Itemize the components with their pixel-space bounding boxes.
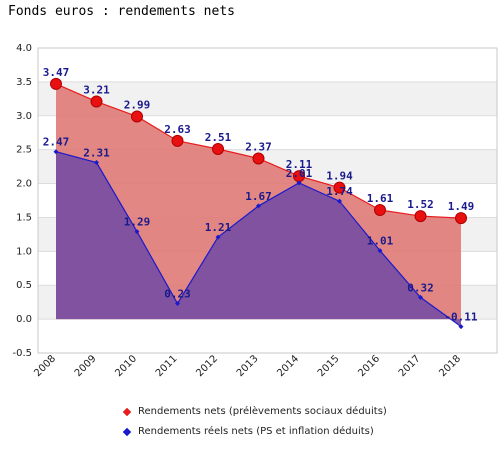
x-tick-label: 2018	[437, 353, 463, 379]
series-reels-point	[256, 203, 261, 209]
series-reels-label: 0.23	[164, 288, 191, 301]
x-tick-label: 2011	[154, 353, 180, 379]
series-nets-point	[131, 110, 143, 123]
series-nets-point	[252, 152, 265, 165]
series-nets-label: 2.63	[164, 123, 191, 136]
x-tick-label: 2010	[113, 353, 139, 379]
series-reels-point	[94, 160, 99, 166]
x-tick-label: 2016	[356, 353, 382, 379]
series-nets-point	[50, 77, 62, 90]
grid-band	[38, 319, 497, 353]
series-reels-label: 2.31	[83, 147, 110, 160]
series-reels-point	[175, 301, 180, 307]
series-reels-area	[56, 151, 461, 327]
series-reels-label: 0.32	[407, 281, 434, 294]
series-nets-label: 3.21	[83, 84, 110, 97]
series-reels-label: 1.29	[124, 216, 151, 229]
series-nets-label: 2.11	[286, 158, 313, 171]
series-reels-point	[458, 324, 464, 330]
series-reels-point	[53, 149, 59, 155]
series-nets-point	[333, 181, 346, 194]
series-nets-point	[212, 142, 224, 155]
series-nets-point	[374, 203, 386, 216]
y-tick-label: 4.0	[16, 43, 32, 54]
series-reels-point	[296, 180, 302, 186]
series-nets-label: 1.94	[326, 170, 353, 183]
series-reels-label: 1.67	[245, 190, 272, 203]
series-nets-label: 1.49	[448, 200, 475, 213]
series-reels-point	[134, 229, 140, 235]
series-reels-point	[377, 248, 383, 254]
x-tick-label: 2008	[32, 353, 58, 379]
legend-marker-blue	[122, 427, 132, 436]
y-tick-label: 2.0	[16, 179, 32, 190]
series-nets-point	[455, 212, 467, 225]
y-tick-label: 3.0	[16, 111, 32, 122]
plot-frame	[37, 47, 498, 354]
series-nets-point	[90, 95, 103, 108]
x-tick-label: 2013	[235, 353, 261, 379]
y-tick-label: -0.5	[12, 348, 32, 359]
y-tick-label: 0.0	[16, 314, 32, 325]
series-reels-label: 1.74	[326, 185, 353, 198]
legend-item-nets: Rendements nets (prélèvements sociaux dé…	[122, 406, 387, 417]
y-tick-label: 2.5	[16, 145, 32, 156]
y-tick-label: 1.5	[16, 212, 32, 223]
legend-label-nets: Rendements nets (prélèvements sociaux dé…	[138, 406, 387, 417]
series-reels-label: 2.01	[286, 167, 313, 180]
x-tick-label: 2015	[316, 353, 342, 379]
legend-item-reels: Rendements réels nets (PS et inflation d…	[122, 426, 374, 437]
series-nets-label: 2.51	[205, 131, 232, 144]
legend-label-reels: Rendements réels nets (PS et inflation d…	[138, 426, 374, 437]
x-tick-label: 2014	[275, 353, 301, 379]
series-reels-label: 1.21	[205, 221, 232, 234]
series-nets-label: 1.52	[407, 198, 434, 211]
series-reels-point	[418, 294, 423, 300]
grid-band	[38, 48, 497, 82]
chart-title: Fonds euros : rendements nets	[8, 4, 235, 19]
x-tick-label: 2009	[73, 353, 99, 379]
x-tick-label: 2017	[397, 353, 423, 379]
series-nets-label: 3.47	[43, 66, 70, 79]
series-reels-label: -0.11	[444, 311, 477, 324]
series-reels-point	[215, 234, 221, 240]
series-nets-label: 2.99	[124, 98, 151, 111]
y-tick-label: 1.0	[16, 246, 32, 257]
legend-marker-red	[122, 407, 132, 416]
series-reels-label: 1.01	[367, 235, 394, 248]
y-tick-label: 0.5	[16, 280, 32, 291]
x-tick-label: 2012	[194, 353, 220, 379]
series-nets-point	[171, 134, 184, 147]
series-reels-point	[337, 198, 342, 204]
series-nets-label: 1.61	[367, 192, 394, 205]
series-nets-point	[414, 210, 427, 223]
y-tick-label: 3.5	[16, 77, 32, 88]
series-nets-label: 2.37	[245, 140, 272, 153]
series-reels-label: 2.47	[43, 136, 70, 149]
